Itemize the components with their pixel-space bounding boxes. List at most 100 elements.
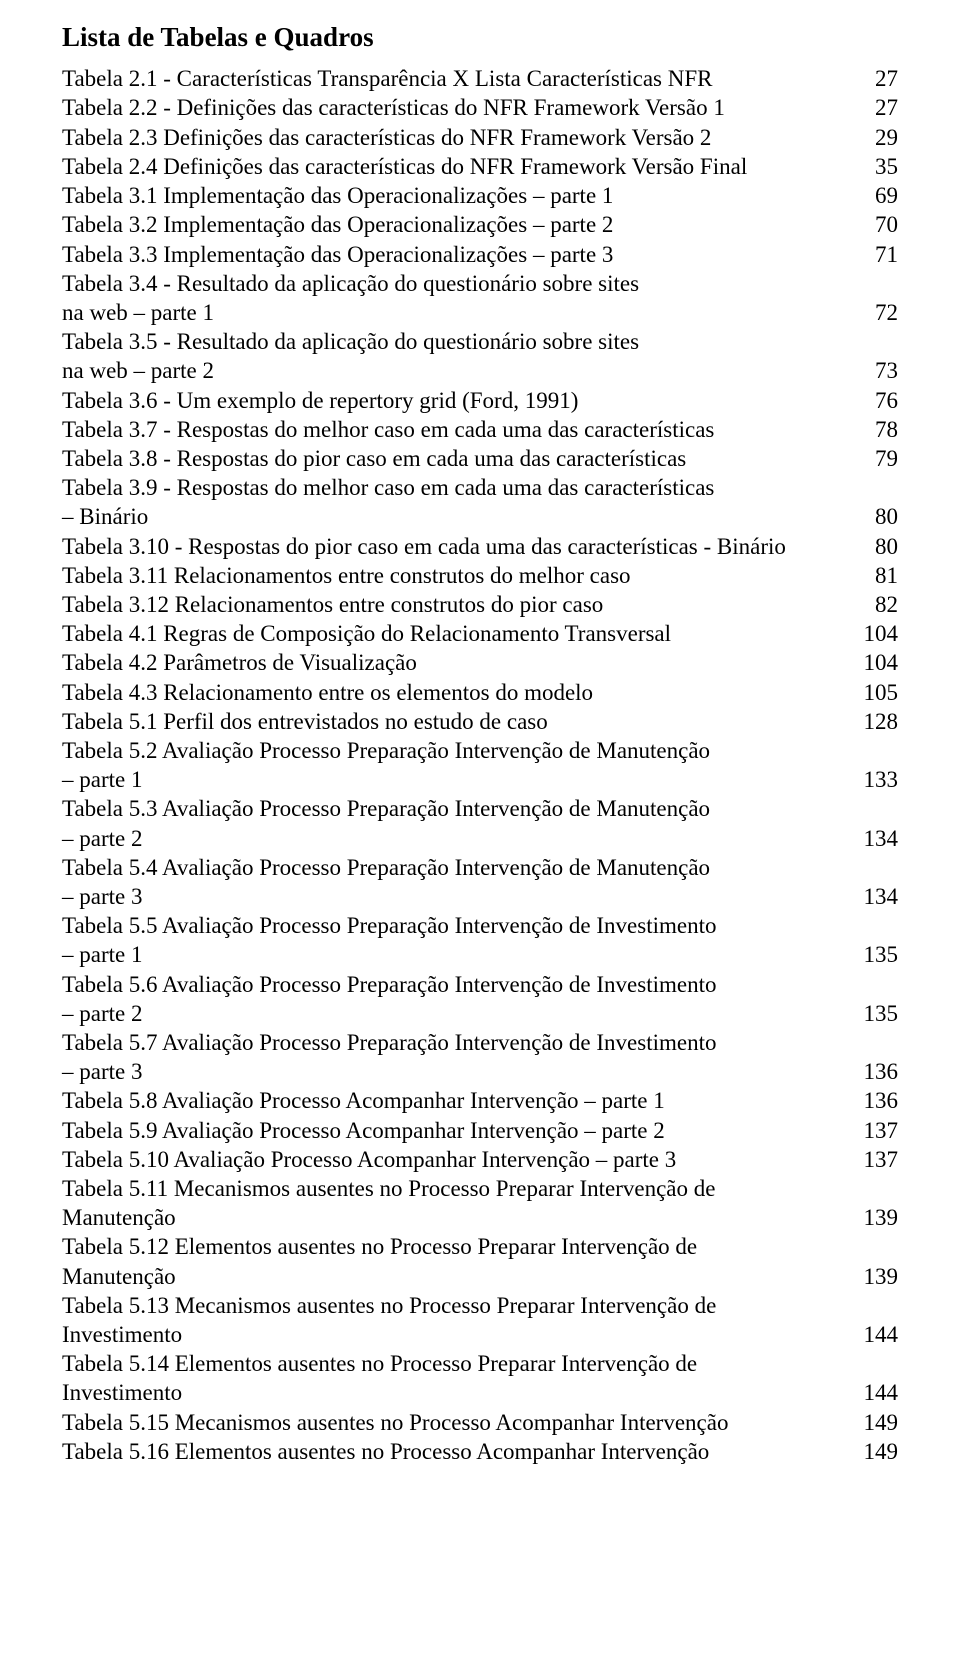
toc-entry-label: Tabela 3.7 - Respostas do melhor caso em… [62, 415, 858, 444]
toc-entry-page: 139 [858, 1203, 898, 1232]
toc-entry: Manutenção139 [62, 1203, 898, 1232]
toc-entry-page: 29 [858, 123, 898, 152]
toc-entry: Tabela 2.3 Definições das característica… [62, 123, 898, 152]
toc-entry-label: – parte 1 [62, 765, 858, 794]
toc-entry-page: 134 [858, 882, 898, 911]
toc-entry-page: 128 [858, 707, 898, 736]
toc-entry-page: 72 [858, 298, 898, 327]
toc-entry: Tabela 5.1 Perfil dos entrevistados no e… [62, 707, 898, 736]
toc-entry-label: Tabela 4.2 Parâmetros de Visualização [62, 648, 858, 677]
toc-entry-page: 69 [858, 181, 898, 210]
toc-entry-label: Tabela 3.12 Relacionamentos entre constr… [62, 590, 858, 619]
toc-entry-label: Tabela 5.1 Perfil dos entrevistados no e… [62, 707, 858, 736]
toc-entry-label: Tabela 5.12 Elementos ausentes no Proces… [62, 1232, 858, 1261]
toc-entry-page: 144 [858, 1320, 898, 1349]
toc-entry-page: 133 [858, 765, 898, 794]
toc-entry-label: – parte 3 [62, 1057, 858, 1086]
toc-entry-page: 136 [858, 1086, 898, 1115]
toc-entry-page: 82 [858, 590, 898, 619]
toc-entry-page: 73 [858, 356, 898, 385]
toc-entry-label: Tabela 5.8 Avaliação Processo Acompanhar… [62, 1086, 858, 1115]
toc-entry-page: 76 [858, 386, 898, 415]
toc-entry-label: Tabela 5.6 Avaliação Processo Preparação… [62, 970, 858, 999]
toc-entry-page: 135 [858, 999, 898, 1028]
toc-entry: Tabela 5.15 Mecanismos ausentes no Proce… [62, 1408, 898, 1437]
toc-entry-label: Tabela 4.3 Relacionamento entre os eleme… [62, 678, 858, 707]
toc-entry-label: – parte 2 [62, 999, 858, 1028]
toc-entry-label: Tabela 3.2 Implementação das Operacional… [62, 210, 858, 239]
toc-entry-label: Tabela 5.2 Avaliação Processo Preparação… [62, 736, 858, 765]
toc-entry-label: Tabela 2.3 Definições das característica… [62, 123, 858, 152]
toc-entry-label: Tabela 2.1 - Características Transparênc… [62, 64, 858, 93]
toc-entry-label: Tabela 3.8 - Respostas do pior caso em c… [62, 444, 858, 473]
toc-entry: Tabela 5.2 Avaliação Processo Preparação… [62, 736, 898, 765]
toc-entry-label: Tabela 2.4 Definições das característica… [62, 152, 858, 181]
toc-entry: Tabela 4.2 Parâmetros de Visualização104 [62, 648, 898, 677]
toc-entry-page: 71 [858, 240, 898, 269]
toc-entry-label: – parte 1 [62, 940, 858, 969]
table-of-contents: Tabela 2.1 - Características Transparênc… [62, 64, 898, 1466]
toc-entry-page: 149 [858, 1437, 898, 1466]
toc-entry: Tabela 2.2 - Definições das característi… [62, 93, 898, 122]
toc-entry: Tabela 5.7 Avaliação Processo Preparação… [62, 1028, 898, 1057]
toc-entry-page: 136 [858, 1057, 898, 1086]
toc-entry-label: – parte 3 [62, 882, 858, 911]
toc-entry-page: 104 [858, 619, 898, 648]
toc-entry-label: Tabela 5.15 Mecanismos ausentes no Proce… [62, 1408, 858, 1437]
toc-entry-page: 139 [858, 1262, 898, 1291]
toc-entry-label: – parte 2 [62, 824, 858, 853]
toc-entry: Tabela 5.9 Avaliação Processo Acompanhar… [62, 1116, 898, 1145]
toc-entry-label: Tabela 3.9 - Respostas do melhor caso em… [62, 473, 858, 502]
toc-entry: Manutenção139 [62, 1262, 898, 1291]
toc-entry-label: Manutenção [62, 1262, 858, 1291]
toc-entry-label: Tabela 3.1 Implementação das Operacional… [62, 181, 858, 210]
toc-entry-page: 35 [858, 152, 898, 181]
toc-entry-label: Tabela 2.2 - Definições das característi… [62, 93, 858, 122]
toc-entry-label: na web – parte 2 [62, 356, 858, 385]
toc-entry: – parte 3136 [62, 1057, 898, 1086]
toc-entry-page: 105 [858, 678, 898, 707]
toc-entry: Tabela 5.3 Avaliação Processo Preparação… [62, 794, 898, 823]
toc-entry: Tabela 3.11 Relacionamentos entre constr… [62, 561, 898, 590]
toc-entry-label: Tabela 5.11 Mecanismos ausentes no Proce… [62, 1174, 858, 1203]
toc-entry: Tabela 5.16 Elementos ausentes no Proces… [62, 1437, 898, 1466]
page-title: Lista de Tabelas e Quadros [62, 20, 898, 54]
toc-entry-label: Tabela 3.4 - Resultado da aplicação do q… [62, 269, 858, 298]
toc-entry: Tabela 3.12 Relacionamentos entre constr… [62, 590, 898, 619]
toc-entry-label: Tabela 3.11 Relacionamentos entre constr… [62, 561, 858, 590]
toc-entry-label: Tabela 3.10 - Respostas do pior caso em … [62, 532, 858, 561]
toc-entry: Tabela 3.9 - Respostas do melhor caso em… [62, 473, 898, 502]
toc-entry: Tabela 3.6 - Um exemplo de repertory gri… [62, 386, 898, 415]
toc-entry-page: 70 [858, 210, 898, 239]
toc-entry-label: Tabela 5.5 Avaliação Processo Preparação… [62, 911, 858, 940]
toc-entry-label: Tabela 5.3 Avaliação Processo Preparação… [62, 794, 858, 823]
toc-entry: Investimento144 [62, 1378, 898, 1407]
toc-entry-page: 81 [858, 561, 898, 590]
toc-entry-label: Investimento [62, 1378, 858, 1407]
toc-entry-label: Manutenção [62, 1203, 858, 1232]
toc-entry: – Binário80 [62, 502, 898, 531]
toc-entry: Tabela 5.12 Elementos ausentes no Proces… [62, 1232, 898, 1261]
toc-entry-page: 137 [858, 1116, 898, 1145]
toc-entry-page: 134 [858, 824, 898, 853]
toc-entry: na web – parte 273 [62, 356, 898, 385]
toc-entry: Tabela 3.8 - Respostas do pior caso em c… [62, 444, 898, 473]
toc-entry: Investimento144 [62, 1320, 898, 1349]
toc-entry: Tabela 3.3 Implementação das Operacional… [62, 240, 898, 269]
toc-entry: – parte 3134 [62, 882, 898, 911]
toc-entry: – parte 1133 [62, 765, 898, 794]
toc-entry-label: – Binário [62, 502, 858, 531]
toc-entry: – parte 1135 [62, 940, 898, 969]
toc-entry: Tabela 3.5 - Resultado da aplicação do q… [62, 327, 898, 356]
toc-entry: Tabela 5.8 Avaliação Processo Acompanhar… [62, 1086, 898, 1115]
toc-entry-label: Tabela 5.7 Avaliação Processo Preparação… [62, 1028, 858, 1057]
toc-entry: Tabela 5.13 Mecanismos ausentes no Proce… [62, 1291, 898, 1320]
toc-entry: Tabela 2.1 - Características Transparênc… [62, 64, 898, 93]
toc-entry-label: Tabela 3.3 Implementação das Operacional… [62, 240, 858, 269]
toc-entry-label: Tabela 5.10 Avaliação Processo Acompanha… [62, 1145, 858, 1174]
toc-entry-page: 80 [858, 532, 898, 561]
toc-entry: Tabela 3.1 Implementação das Operacional… [62, 181, 898, 210]
toc-entry: Tabela 3.2 Implementação das Operacional… [62, 210, 898, 239]
toc-entry: Tabela 5.10 Avaliação Processo Acompanha… [62, 1145, 898, 1174]
toc-entry-page: 27 [858, 93, 898, 122]
